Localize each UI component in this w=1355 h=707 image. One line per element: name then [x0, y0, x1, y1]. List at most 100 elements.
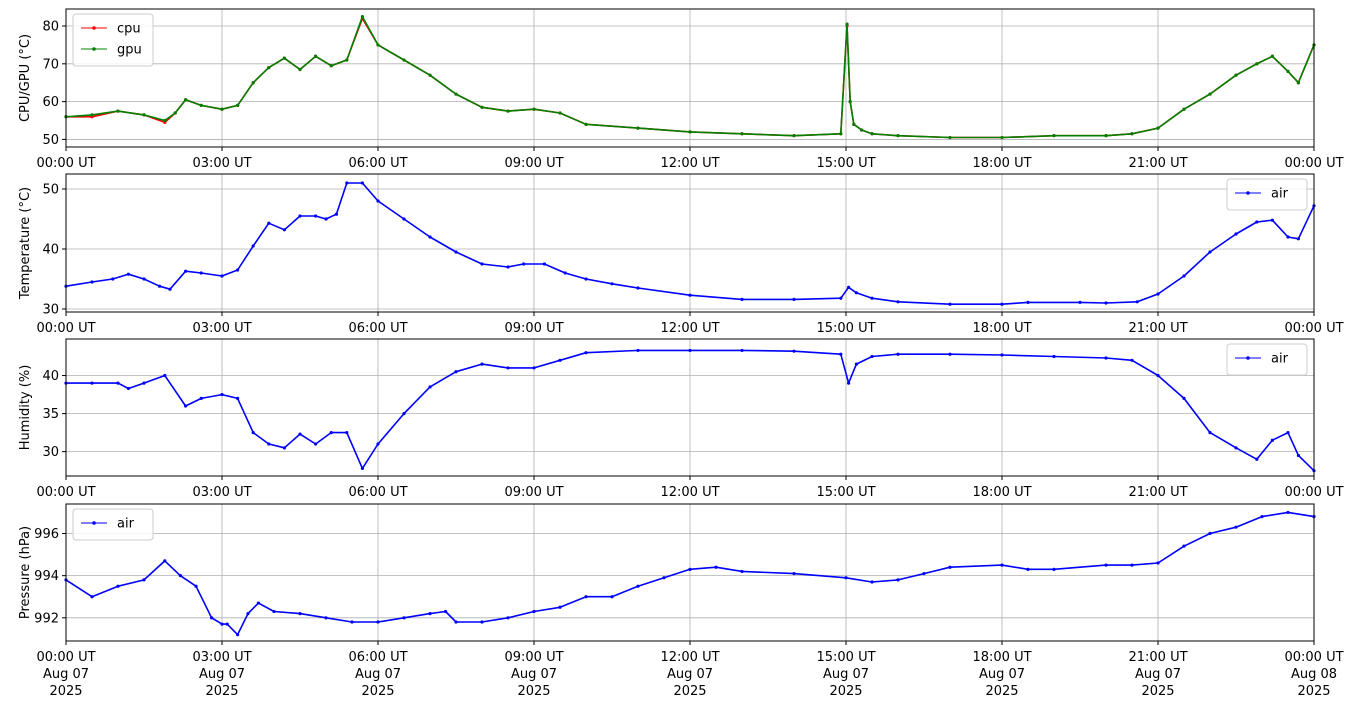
data-point-air: [1156, 373, 1160, 378]
data-point-air: [220, 274, 224, 278]
data-point-air: [334, 212, 338, 216]
data-point-air: [870, 354, 874, 359]
data-point-gpu: [852, 122, 856, 126]
x-tick-label: 12:00 UT: [660, 321, 719, 336]
data-point-gpu: [199, 103, 203, 108]
data-point-air: [199, 271, 203, 275]
data-point-gpu: [402, 58, 406, 62]
data-point-gpu: [360, 14, 364, 19]
data-point-air: [184, 404, 188, 408]
data-point-air: [454, 370, 458, 374]
data-point-air: [1052, 567, 1056, 571]
data-point-gpu: [163, 118, 167, 123]
data-point-gpu: [532, 107, 536, 111]
data-point-air: [90, 280, 94, 284]
data-point-air: [1208, 531, 1212, 536]
data-point-air: [1130, 563, 1134, 567]
x-tick-label: 06:00 UT: [348, 650, 407, 665]
data-point-air: [1286, 235, 1290, 239]
data-point-air: [896, 352, 900, 356]
x-tick-label: 21:00 UT: [1128, 650, 1187, 665]
data-point-air: [251, 244, 255, 248]
data-point-air: [194, 584, 198, 588]
data-point-air: [1026, 300, 1030, 304]
data-point-air: [314, 442, 318, 446]
data-point-air: [267, 221, 271, 225]
data-point-air: [688, 348, 692, 353]
x-tick-label: 00:00 UT: [1284, 321, 1343, 336]
data-point-air: [267, 442, 271, 446]
data-point-gpu: [1234, 73, 1238, 77]
x-tick-year: 2025: [985, 684, 1018, 699]
data-point-gpu: [740, 132, 744, 136]
data-point-air: [1104, 563, 1108, 567]
data-point-air: [792, 571, 796, 576]
legend: air: [1226, 178, 1308, 211]
data-point-air: [584, 351, 588, 355]
x-tick-year: 2025: [1297, 684, 1330, 699]
data-point-air: [542, 262, 547, 266]
data-point-air: [636, 584, 640, 588]
data-point-air: [532, 366, 536, 370]
data-point-air: [506, 265, 510, 269]
y-tick-label: 50: [42, 183, 59, 198]
data-point-air: [1156, 561, 1160, 565]
data-point-air: [1182, 396, 1186, 400]
data-point-air: [1000, 302, 1004, 306]
data-point-air: [168, 287, 172, 291]
data-point-air: [402, 616, 406, 620]
legend-marker-air: [1246, 191, 1250, 195]
data-point-air: [1135, 300, 1139, 304]
x-tick-label: 21:00 UT: [1128, 156, 1187, 171]
data-point-air: [563, 271, 567, 275]
data-point-air: [948, 565, 952, 569]
data-point-air: [740, 569, 744, 574]
data-point-air: [1104, 356, 1108, 360]
series-line-gpu: [65, 15, 1315, 139]
data-point-air: [636, 286, 640, 290]
data-point-air: [111, 277, 115, 281]
data-point-air: [345, 181, 349, 185]
data-point-air: [251, 431, 255, 435]
y-tick-label: 996: [34, 527, 59, 542]
y-tick-label: 80: [42, 20, 59, 35]
data-point-gpu: [839, 132, 843, 136]
data-point-air: [1296, 237, 1300, 241]
data-point-air: [360, 466, 364, 470]
data-point-air: [90, 595, 94, 599]
data-point-gpu: [173, 111, 177, 115]
data-point-air: [142, 277, 146, 281]
x-tick-label: 15:00 UT: [816, 485, 875, 500]
data-point-air: [1286, 431, 1290, 435]
x-tick-label: 12:00 UT: [660, 485, 719, 500]
x-tick-label: 21:00 UT: [1128, 485, 1187, 500]
data-point-air: [428, 235, 432, 239]
legend-label-cpu: cpu: [117, 22, 141, 37]
x-tick-year: 2025: [829, 684, 862, 699]
data-point-air: [896, 300, 900, 304]
y-tick-label: 40: [42, 243, 59, 258]
data-point-air: [506, 616, 510, 620]
data-point-air: [376, 199, 380, 203]
data-point-gpu: [220, 107, 224, 111]
y-axis-label: Pressure (hPa): [18, 526, 33, 619]
data-point-air: [116, 584, 120, 588]
data-point-air: [282, 446, 286, 450]
data-point-air: [298, 214, 302, 218]
data-point-air: [1000, 563, 1004, 567]
data-point-gpu: [116, 109, 120, 113]
x-tick-year: 2025: [517, 684, 550, 699]
x-tick-label: 00:00 UT: [1284, 650, 1343, 665]
data-point-air: [236, 396, 240, 400]
data-point-air: [1296, 453, 1300, 458]
data-point-gpu: [506, 109, 510, 113]
y-tick-label: 994: [34, 569, 59, 584]
legend-marker-air: [92, 521, 96, 525]
data-point-air: [246, 612, 250, 616]
data-point-air: [236, 268, 240, 272]
x-tick-label: 18:00 UT: [972, 156, 1031, 171]
data-point-air: [636, 348, 640, 353]
data-point-air: [210, 616, 214, 620]
